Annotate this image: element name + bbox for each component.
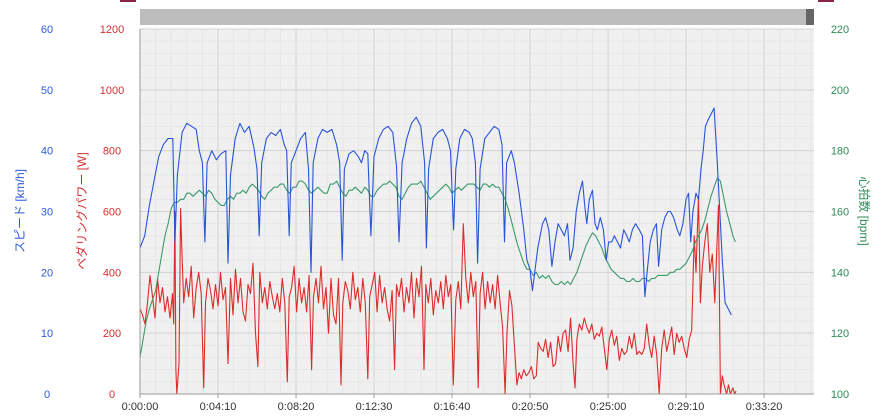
heart-rate-tick-label: 200 — [831, 85, 849, 97]
speed-tick-label: 0 — [44, 389, 50, 401]
power-tick-label: 600 — [103, 207, 121, 219]
speed-tick-label: 20 — [41, 267, 53, 279]
x-tick-label: 0:16:40 — [434, 401, 471, 413]
speed-series-line — [139, 107, 732, 316]
axes-layer: 0:00:00 0:04:10 0:08:20 0:12:30 0:16:40 0:20:… — [41, 24, 849, 413]
power-series-line — [139, 195, 737, 395]
speed-tick-label: 40 — [41, 146, 53, 158]
power-tick-label: 800 — [103, 146, 121, 158]
range-scrollbar-handle[interactable] — [806, 9, 814, 25]
x-tick-label: 0:29:10 — [668, 401, 705, 413]
x-tick-label: 0:20:50 — [512, 401, 549, 413]
power-tick-label: 1000 — [100, 85, 124, 97]
power-axis-title: ペダリングパワー [W] — [74, 152, 89, 269]
power-tick-label: 200 — [103, 328, 121, 340]
speed-tick-label: 10 — [41, 328, 53, 340]
power-tick-label: 1200 — [100, 24, 124, 36]
heart-rate-tick-label: 120 — [831, 328, 849, 340]
heart-rate-tick-label: 220 — [831, 24, 849, 36]
speed-tick-label: 30 — [41, 207, 53, 219]
heart-rate-axis-title: 心拍数 [bpm] — [857, 176, 872, 245]
heart-rate-series-line — [139, 177, 736, 358]
range-scrollbar-track[interactable] — [140, 9, 814, 25]
speed-axis-title: スピード [km/h] — [13, 169, 27, 253]
power-tick-label: 400 — [103, 267, 121, 279]
x-tick-label: 0:12:30 — [356, 401, 393, 413]
heart-rate-tick-label: 140 — [831, 267, 849, 279]
x-tick-label: 0:00:00 — [122, 401, 159, 413]
x-tick-label: 0:33:20 — [746, 401, 783, 413]
x-tick-label: 0:04:10 — [200, 401, 237, 413]
heart-rate-tick-label: 100 — [831, 389, 849, 401]
speed-tick-label: 50 — [41, 85, 53, 97]
heart-rate-tick-label: 160 — [831, 207, 849, 219]
speed-tick-label: 60 — [41, 24, 53, 36]
power-tick-label: 0 — [109, 389, 115, 401]
x-tick-label: 0:25:00 — [590, 401, 627, 413]
x-tick-label: 0:08:20 — [278, 401, 315, 413]
heart-rate-tick-label: 180 — [831, 146, 849, 158]
series-layer — [139, 107, 737, 395]
